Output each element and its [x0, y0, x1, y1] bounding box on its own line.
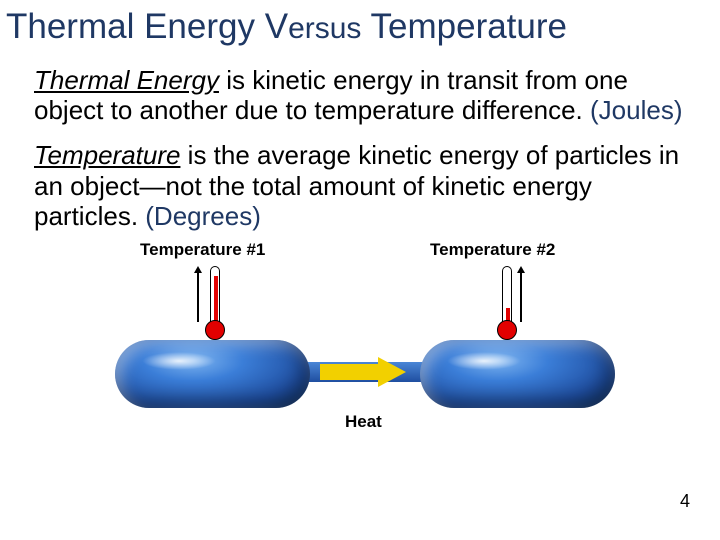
thermo-1-stem — [210, 266, 220, 324]
label-temp-2: Temperature #2 — [430, 240, 555, 260]
thermo-1-arrow-head — [194, 266, 202, 273]
thermo-2-bulb — [497, 320, 517, 340]
heat-flow-diagram: Temperature #1 Temperature #2 Heat — [0, 240, 720, 440]
label-temp-1: Temperature #1 — [140, 240, 265, 260]
term-temperature: Temperature — [34, 140, 180, 170]
label-heat: Heat — [345, 412, 382, 432]
thermo-1-fluid — [214, 276, 218, 324]
thermo-2-stem — [502, 266, 512, 324]
paragraph-temperature: Temperature is the average kinetic energ… — [0, 126, 720, 232]
slide-title: Thermal Energy Versus Temperature — [0, 0, 720, 51]
thermo-1-arrow-line — [197, 272, 199, 322]
unit-joules: (Joules) — [590, 95, 682, 125]
term-thermal-energy: Thermal Energy — [34, 65, 219, 95]
title-part-2: ersus — [288, 12, 361, 45]
thermo-2-arrow-head — [517, 266, 525, 273]
capsule-right — [420, 340, 615, 408]
capsule-left — [115, 340, 310, 408]
unit-degrees: (Degrees) — [145, 201, 261, 231]
heat-arrow-body — [320, 364, 380, 380]
paragraph-thermal-energy: Thermal Energy is kinetic energy in tran… — [0, 51, 720, 126]
page-number: 4 — [680, 491, 690, 512]
heat-arrow-head — [378, 357, 406, 387]
title-part-1: Thermal Energy V — [6, 7, 288, 46]
thermo-1-bulb — [205, 320, 225, 340]
title-part-3: Temperature — [361, 7, 567, 46]
thermo-2-arrow-line — [520, 272, 522, 322]
